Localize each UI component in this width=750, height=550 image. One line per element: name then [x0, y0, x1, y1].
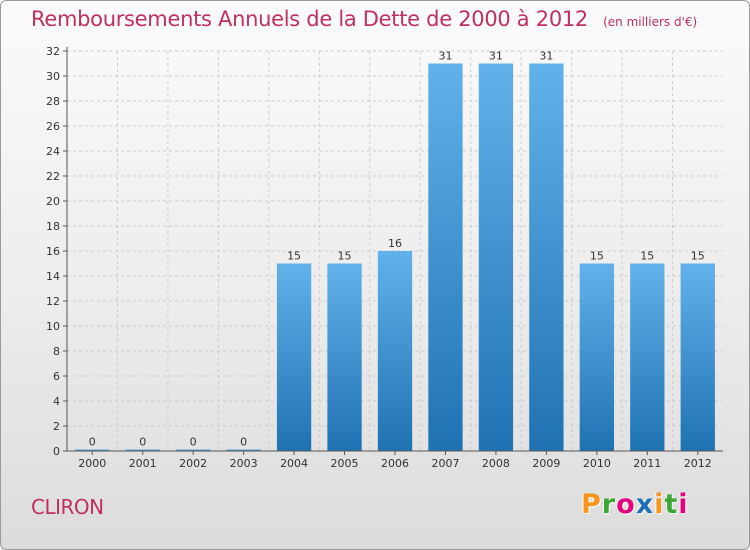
x-tick-label-2012: 2012: [684, 457, 712, 470]
bar-2012: [680, 263, 715, 451]
data-label-2008: 31: [489, 50, 503, 63]
data-label-2011: 15: [640, 250, 654, 263]
data-label-2012: 15: [691, 250, 705, 263]
y-tick-label: 20: [46, 195, 60, 208]
x-tick-label-2006: 2006: [381, 457, 409, 470]
bar-2001: [125, 449, 160, 451]
y-tick-label: 2: [53, 420, 60, 433]
commune-name: CLIRON: [31, 495, 104, 519]
x-tick-label-2002: 2002: [179, 457, 207, 470]
title-row: Remboursements Annuels de la Dette de 20…: [31, 7, 697, 31]
brand-letter: o: [616, 489, 636, 520]
brand-letter: i: [678, 489, 689, 520]
bar-2002: [175, 449, 211, 451]
x-tick-label-2008: 2008: [482, 457, 510, 470]
y-tick-label: 16: [46, 245, 60, 258]
x-tick-label-2000: 2000: [78, 457, 106, 470]
y-tick-label: 26: [46, 120, 60, 133]
y-tick-label: 30: [46, 70, 60, 83]
y-tick-label: 6: [53, 370, 60, 383]
y-tick-label: 32: [46, 45, 60, 58]
data-label-2006: 16: [388, 237, 402, 250]
data-label-2005: 15: [338, 250, 352, 263]
y-tick-label: 28: [46, 95, 60, 108]
data-label-2007: 31: [438, 50, 452, 63]
bar-2003: [226, 449, 261, 451]
y-tick-label: 14: [46, 270, 60, 283]
y-tick-label: 0: [53, 445, 60, 458]
data-label-2003: 0: [240, 436, 247, 449]
y-tick-label: 22: [46, 170, 60, 183]
bar-2011: [630, 263, 665, 451]
y-tick-label: 10: [46, 320, 60, 333]
bar-2008: [478, 63, 514, 451]
brand-letter: t: [664, 489, 679, 520]
x-tick-label-2003: 2003: [230, 457, 258, 470]
brand-letter: r: [601, 489, 617, 520]
x-tick-label-2001: 2001: [129, 457, 157, 470]
y-tick-label: 8: [53, 345, 60, 358]
brand-letter: P: [581, 489, 602, 520]
y-tick-label: 12: [46, 295, 60, 308]
bar-2005: [327, 263, 362, 451]
brand-logo: Proxiti: [581, 489, 689, 520]
data-label-2004: 15: [287, 250, 301, 263]
bar-2006: [377, 251, 413, 451]
bars: [75, 63, 715, 451]
bar-2004: [276, 263, 312, 451]
y-tick-label: 4: [53, 395, 60, 408]
x-tick-label-2007: 2007: [431, 457, 459, 470]
axes: [63, 47, 723, 455]
chart-title: Remboursements Annuels de la Dette de 20…: [31, 7, 588, 31]
brand-letter: i: [654, 489, 665, 520]
x-tick-label-2005: 2005: [331, 457, 359, 470]
y-tick-label: 18: [46, 220, 60, 233]
x-tick-label-2010: 2010: [583, 457, 611, 470]
labels: 0246810121416182022242628303202000020010…: [46, 45, 712, 470]
data-label-2010: 15: [590, 250, 604, 263]
bar-2000: [75, 449, 110, 451]
x-tick-label-2011: 2011: [633, 457, 661, 470]
data-label-2001: 0: [139, 436, 146, 449]
bar-2009: [529, 63, 564, 451]
data-label-2002: 0: [190, 436, 197, 449]
x-tick-label-2004: 2004: [280, 457, 308, 470]
data-label-2000: 0: [89, 436, 96, 449]
chart-subtitle: (en milliers d'€): [603, 15, 698, 29]
x-tick-label-2009: 2009: [532, 457, 560, 470]
data-label-2009: 31: [539, 50, 553, 63]
bar-2010: [579, 263, 615, 451]
bar-2007: [428, 63, 463, 451]
y-tick-label: 24: [46, 145, 60, 158]
brand-letter: x: [635, 489, 655, 520]
